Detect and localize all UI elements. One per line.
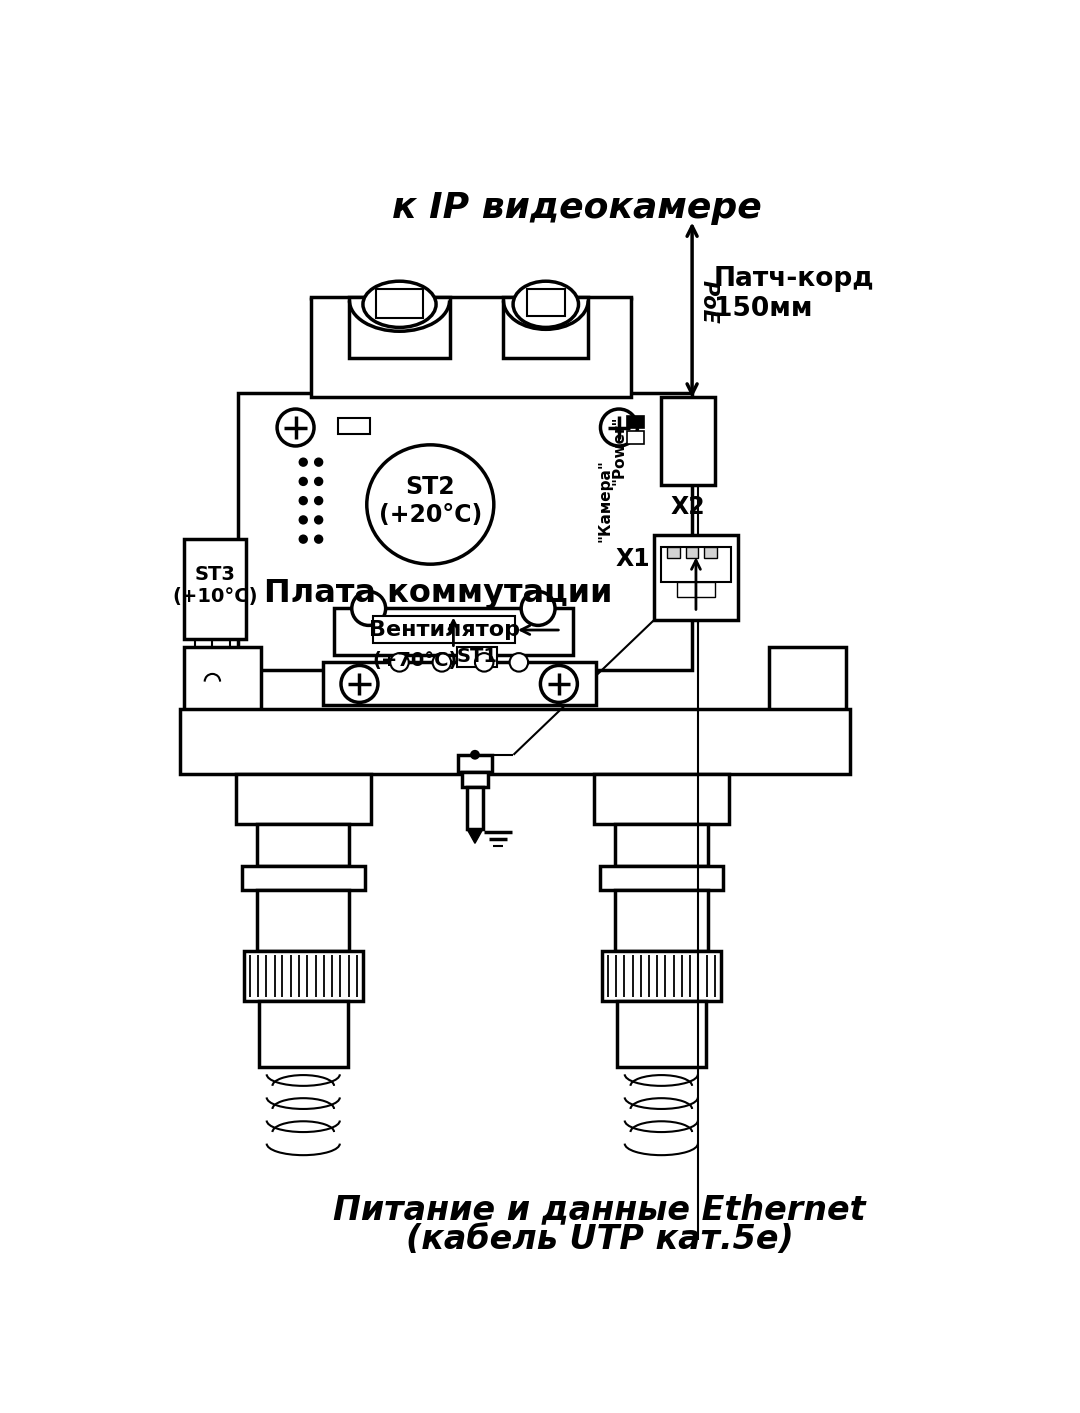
Bar (244, 951, 363, 1002)
Ellipse shape (363, 281, 436, 328)
Bar (338, 417, 370, 434)
Circle shape (314, 458, 323, 466)
Polygon shape (468, 829, 483, 844)
Text: ST2
(+20°C): ST2 (+20°C) (379, 475, 482, 527)
Bar (616, 890, 707, 951)
Text: ST1: ST1 (457, 647, 498, 667)
Circle shape (433, 653, 451, 671)
Bar (527, 288, 565, 317)
Bar (618, 1002, 706, 1067)
Ellipse shape (513, 281, 579, 328)
Bar (769, 647, 846, 716)
Circle shape (522, 592, 555, 626)
Circle shape (540, 666, 578, 702)
Bar (626, 415, 644, 428)
Bar (661, 547, 730, 582)
Bar (311, 297, 631, 397)
Circle shape (510, 653, 528, 671)
Bar (462, 771, 488, 787)
Circle shape (314, 516, 323, 524)
Circle shape (299, 516, 307, 524)
Bar (323, 663, 596, 705)
Text: ST3
(+10°C): ST3 (+10°C) (172, 565, 257, 606)
Circle shape (299, 536, 307, 543)
Text: (кабель UTP кат.5e): (кабель UTP кат.5e) (406, 1222, 794, 1256)
Circle shape (341, 666, 378, 702)
Bar (259, 1002, 348, 1067)
Circle shape (314, 536, 323, 543)
Bar (350, 297, 449, 359)
Bar (594, 774, 729, 824)
Bar (653, 536, 739, 620)
Circle shape (278, 408, 314, 447)
Bar (704, 547, 717, 558)
Ellipse shape (367, 445, 494, 564)
Bar (457, 647, 497, 667)
Bar (377, 288, 422, 318)
Circle shape (390, 653, 408, 671)
Bar (257, 890, 350, 951)
Bar (180, 708, 850, 774)
Text: Плата коммутации: Плата коммутации (264, 578, 612, 609)
Bar (667, 547, 679, 558)
Text: X2: X2 (671, 495, 705, 519)
Text: Вентилятор: Вентилятор (368, 620, 519, 640)
Bar (686, 547, 699, 558)
Bar (257, 824, 350, 866)
Bar (184, 540, 245, 639)
Text: PoE: PoE (699, 280, 718, 324)
Circle shape (299, 458, 307, 466)
Text: "Камера": "Камера" (597, 459, 612, 543)
Text: "Power": "Power" (611, 415, 626, 485)
Text: (+70°C): (+70°C) (373, 651, 458, 670)
Bar (458, 755, 491, 771)
Bar (468, 787, 483, 829)
Circle shape (475, 653, 494, 671)
Bar (503, 297, 589, 359)
Bar (334, 609, 572, 654)
Text: Патч-корд
150мм: Патч-корд 150мм (714, 266, 875, 322)
Circle shape (299, 497, 307, 504)
Circle shape (314, 478, 323, 485)
Bar (626, 431, 644, 444)
Circle shape (471, 750, 478, 759)
Bar (602, 951, 721, 1002)
Bar (616, 824, 707, 866)
Bar (237, 774, 372, 824)
Text: к IP видеокамере: к IP видеокамере (392, 191, 761, 225)
Circle shape (314, 497, 323, 504)
Text: X1: X1 (616, 547, 650, 571)
Bar (599, 866, 723, 890)
Bar (242, 866, 365, 890)
Bar (184, 647, 261, 716)
Circle shape (352, 592, 386, 626)
Circle shape (600, 408, 637, 447)
Bar (238, 393, 692, 670)
Bar (661, 397, 715, 485)
Bar (373, 616, 515, 643)
Bar (677, 582, 715, 596)
Circle shape (299, 478, 307, 485)
Text: Питание и данные Ethernet: Питание и данные Ethernet (334, 1194, 866, 1226)
